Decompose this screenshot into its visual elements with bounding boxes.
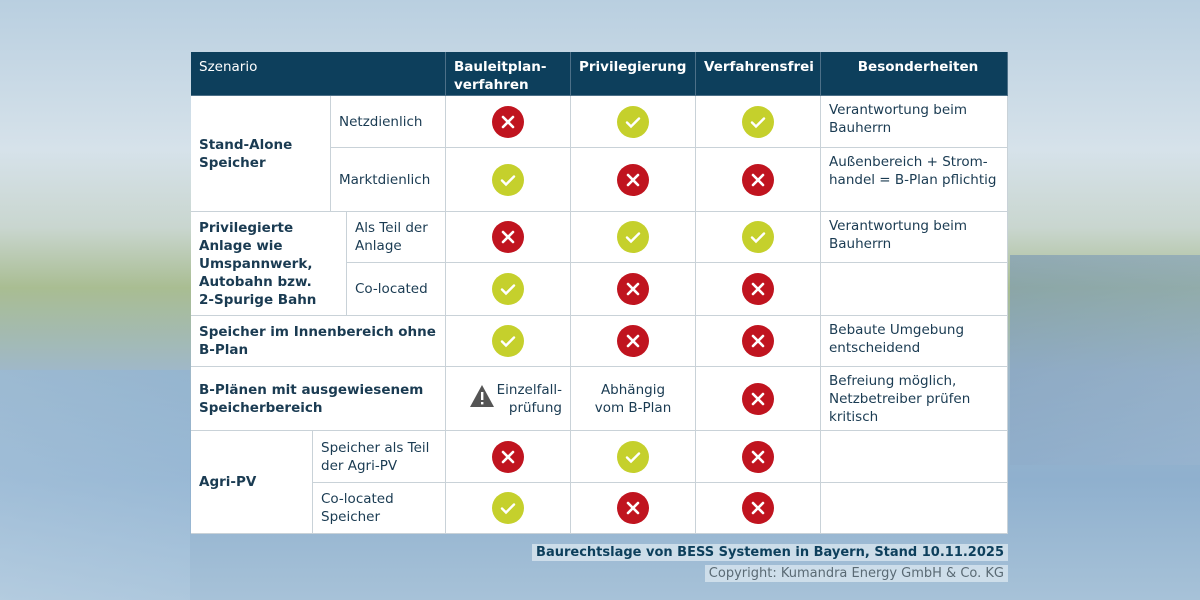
- row-label: Als Teil der Anlage: [347, 212, 446, 263]
- check-icon: [742, 105, 774, 138]
- header-3: Besonderheiten: [821, 52, 1008, 96]
- status-cell: [571, 148, 696, 212]
- check-icon: [492, 163, 524, 196]
- status-cell: [571, 483, 696, 534]
- cross-icon: [742, 273, 774, 305]
- check-icon: [742, 221, 774, 253]
- status-cell: [571, 431, 696, 483]
- note-cell: Befreiung möglich, Netzbetreiber prüfen …: [821, 367, 1008, 431]
- status-cell: [446, 148, 571, 212]
- header-0: Bauleitplan- verfahren: [446, 52, 571, 96]
- status-cell: [571, 316, 696, 367]
- cross-icon: [492, 221, 524, 253]
- note-cell: Außenbereich + Strom- handel = B-Plan pf…: [821, 148, 1008, 212]
- cross-icon: [492, 440, 524, 473]
- note-cell: Verantwortung beim Bauherrn: [821, 96, 1008, 148]
- status-cell: [696, 483, 821, 534]
- row-label: Netzdienlich: [331, 96, 446, 148]
- check-icon: [492, 273, 524, 305]
- check-icon: [617, 105, 649, 138]
- note-cell: Verantwortung beim Bauherrn: [821, 212, 1008, 263]
- row-label: Speicher im Innenbereich ohne B-Plan: [191, 316, 446, 367]
- status-cell: [446, 263, 571, 316]
- note-cell: Bebaute Umgebung entscheidend: [821, 316, 1008, 367]
- cross-icon: [617, 273, 649, 305]
- row-label: Co-located: [347, 263, 446, 316]
- status-cell: [696, 148, 821, 212]
- group-label: Privilegierte Anlage wie Umspannwerk, Au…: [191, 212, 347, 316]
- copyright: Copyright: Kumandra Energy GmbH & Co. KG: [704, 565, 1008, 582]
- status-cell: [696, 96, 821, 148]
- row-label: Co-located Speicher: [313, 483, 446, 534]
- header-2: Verfahrensfrei: [696, 52, 821, 96]
- row-label: Marktdienlich: [331, 148, 446, 212]
- status-cell: [696, 431, 821, 483]
- status-cell: [571, 263, 696, 316]
- cross-icon: [742, 440, 774, 473]
- status-cell: [696, 367, 821, 431]
- cross-icon: [742, 325, 774, 357]
- status-cell: [446, 316, 571, 367]
- status-cell: [696, 316, 821, 367]
- background-solar-panel: [1010, 255, 1200, 465]
- cross-icon: [617, 163, 649, 196]
- row-label: B-Plänen mit ausgewiesenem Speicherberei…: [191, 367, 446, 431]
- status-text: Abhängig vom B-Plan: [594, 381, 672, 416]
- status-cell: [696, 263, 821, 316]
- note-cell: [821, 483, 1008, 534]
- warning-icon: [469, 384, 495, 413]
- cross-icon: [742, 382, 774, 415]
- caption: Baurechtslage von BESS Systemen in Bayer…: [532, 544, 1008, 561]
- row-label: Speicher als Teil der Agri-PV: [313, 431, 446, 483]
- status-cell: Abhängig vom B-Plan: [571, 367, 696, 431]
- note-cell: [821, 263, 1008, 316]
- cross-icon: [742, 163, 774, 196]
- status-text: Einzelfall- prüfung: [496, 381, 562, 416]
- group-label: Agri-PV: [191, 431, 313, 534]
- status-cell: [446, 431, 571, 483]
- cross-icon: [492, 105, 524, 138]
- header-1: Privilegierung: [571, 52, 696, 96]
- cross-icon: [742, 492, 774, 524]
- cross-icon: [617, 325, 649, 357]
- check-icon: [617, 440, 649, 473]
- check-icon: [617, 221, 649, 253]
- background-solar-panel: [0, 370, 190, 600]
- status-cell: [696, 212, 821, 263]
- status-cell: [446, 96, 571, 148]
- header-scenario: Szenario: [191, 52, 446, 96]
- status-cell: [571, 96, 696, 148]
- status-cell: [571, 212, 696, 263]
- status-cell: [446, 483, 571, 534]
- status-cell: Einzelfall- prüfung: [446, 367, 571, 431]
- status-cell: [446, 212, 571, 263]
- check-icon: [492, 325, 524, 357]
- group-label: Stand-Alone Speicher: [191, 96, 331, 212]
- cross-icon: [617, 492, 649, 524]
- check-icon: [492, 492, 524, 524]
- note-cell: [821, 431, 1008, 483]
